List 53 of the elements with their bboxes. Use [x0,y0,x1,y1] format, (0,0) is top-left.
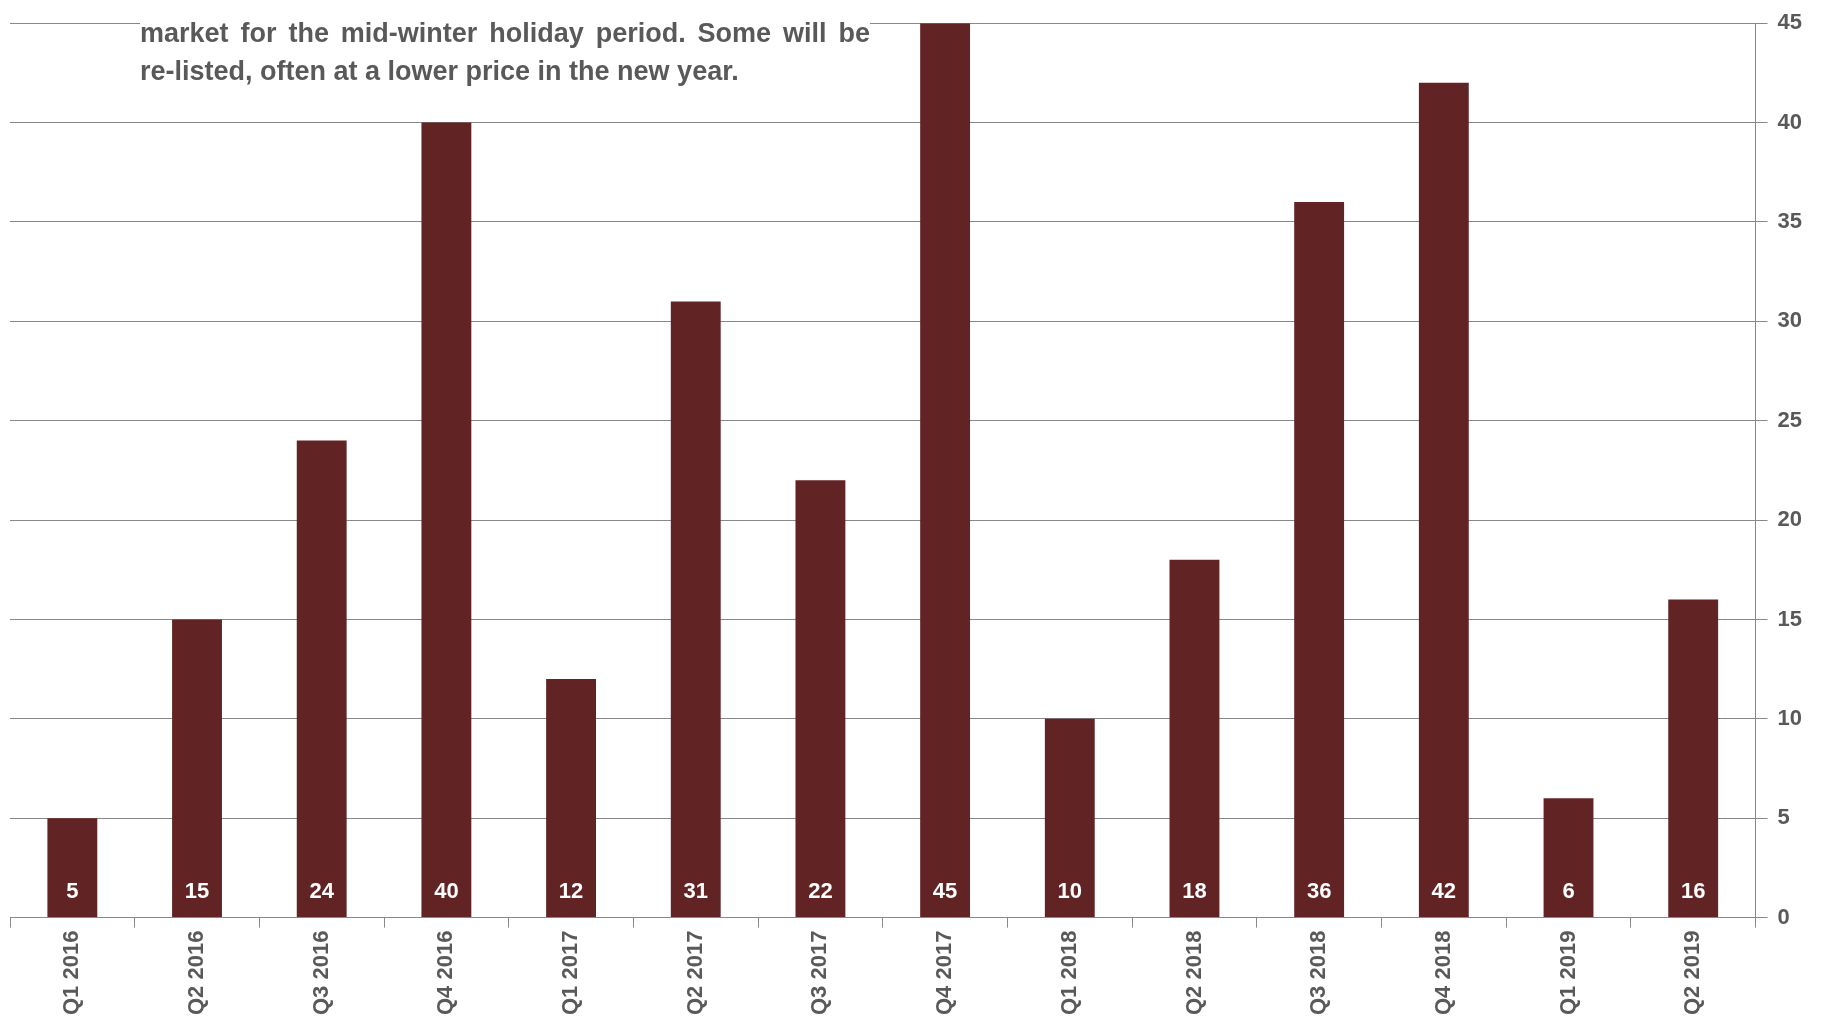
x-tick-label: Q4 2016 [432,930,458,1015]
data-label: 42 [1431,877,1457,903]
y-tick-label: 35 [1777,208,1803,234]
data-label: 36 [1306,877,1332,903]
bar [172,619,222,918]
y-tick-label: 40 [1777,108,1803,134]
x-tick-label: Q1 2018 [1055,930,1081,1015]
y-tick-label: 45 [1777,9,1803,35]
bar [47,818,98,918]
bar [1668,599,1719,918]
data-label: 18 [1182,877,1207,903]
y-tick-label: 25 [1777,406,1803,432]
data-label: 45 [932,877,958,903]
x-tick-label: Q2 2019 [1679,930,1705,1015]
annotation: market for the mid-winter holiday period. Some will be re-listed, often at a lower price in the new year. [140,14,870,90]
x-tick-label: Q1 2019 [1554,930,1580,1015]
data-label: 22 [808,877,833,903]
x-tick-label: Q3 2017 [806,930,832,1015]
x-tick-label: Q2 2016 [183,930,209,1015]
x-tick-label: Q4 2018 [1429,930,1455,1015]
bar [1543,798,1594,918]
y-tick-label: 15 [1777,605,1803,631]
y-tick-label: 30 [1777,307,1803,333]
x-tick-label: Q3 2018 [1305,930,1331,1015]
bar [795,480,846,918]
data-label: 40 [434,877,459,903]
bar [1169,559,1220,918]
y-tick-label: 10 [1777,704,1803,730]
data-label: 6 [1562,877,1575,903]
data-label: 12 [558,877,584,903]
y-tick-label: 20 [1777,506,1803,532]
bar [421,122,472,918]
data-label: 31 [683,877,708,903]
data-label: 5 [66,877,79,903]
y-tick-label: 0 [1777,903,1790,929]
x-tick-label: Q2 2017 [681,930,707,1015]
x-tick-label: Q4 2017 [931,930,957,1015]
x-tick-label: Q1 2017 [557,930,583,1015]
x-tick-label: Q1 2016 [58,930,84,1015]
data-label: 10 [1057,877,1083,903]
data-label: 24 [309,877,335,903]
bar [1294,202,1345,918]
y-tick-label: 5 [1777,804,1790,830]
bar [546,679,596,918]
bar [296,440,347,918]
x-tick-label: Q3 2016 [307,930,333,1015]
bar [920,23,971,918]
x-tick-label: Q2 2018 [1180,930,1206,1015]
bar [670,301,721,918]
data-label: 16 [1680,877,1706,903]
bar [1044,718,1095,918]
data-label: 15 [184,877,210,903]
bar [1418,82,1469,918]
